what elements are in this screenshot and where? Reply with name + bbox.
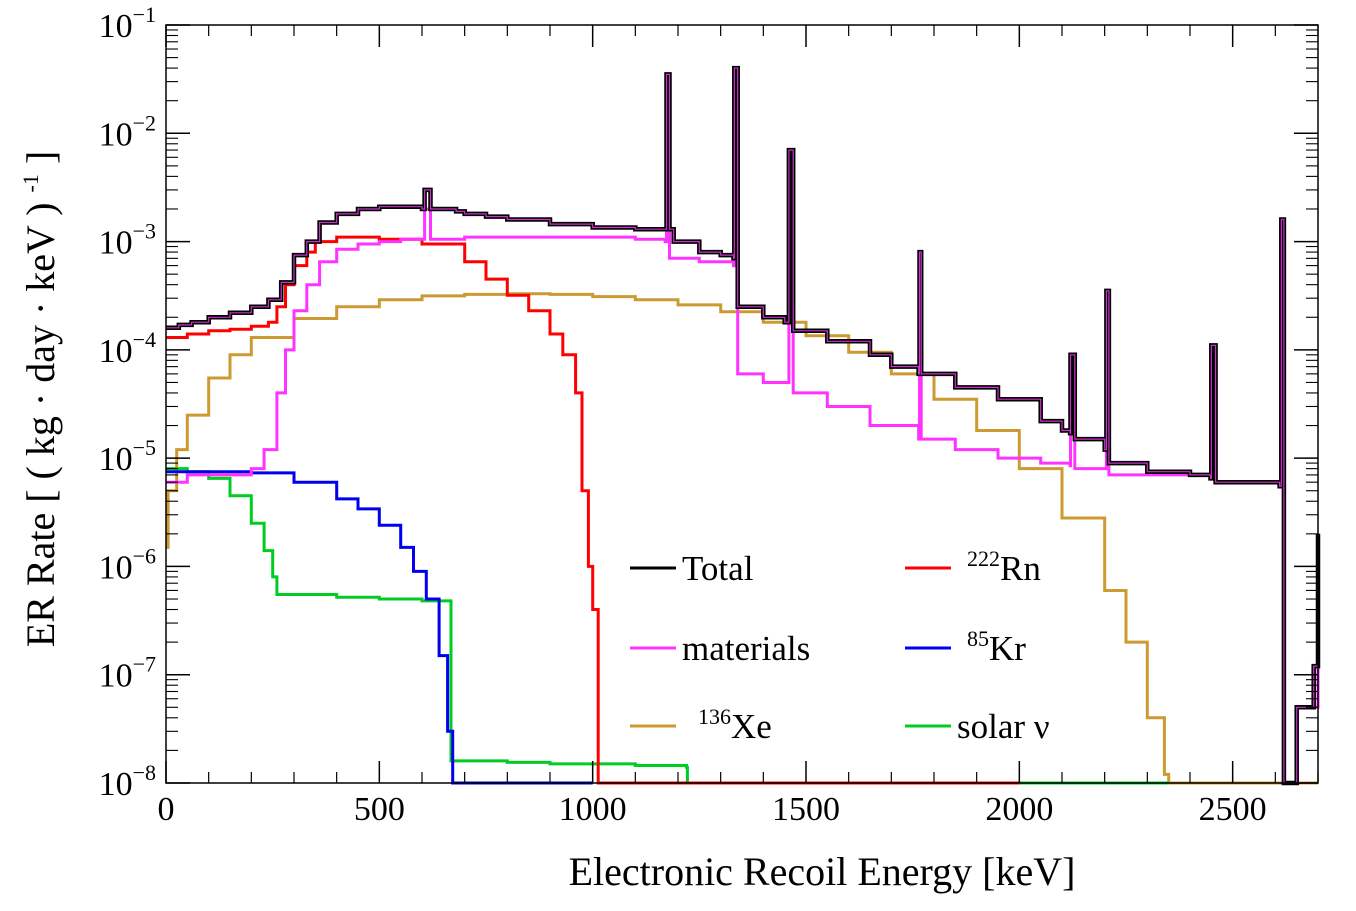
legend: Total 222Rn materials 85Kr 136Xe solar ν xyxy=(630,546,1050,746)
legend-label: 85Kr xyxy=(967,626,1026,668)
y-tick-label: 10−1 xyxy=(99,2,156,45)
y-axis: 10−8 10−7 10−6 10−5 10−4 10−3 10−2 10−1 xyxy=(99,2,1318,803)
series-line-solar-nu xyxy=(166,467,1169,785)
x-tick-label: 2000 xyxy=(985,791,1053,828)
x-tick-label: 500 xyxy=(354,791,405,828)
y-tick-label: 10−8 xyxy=(99,760,156,803)
series-layer xyxy=(166,65,1321,786)
legend-label: Total xyxy=(682,549,754,588)
legend-label: solar ν xyxy=(957,707,1050,746)
legend-label: 136Xe xyxy=(698,704,772,746)
x-tick-label: 1000 xyxy=(559,791,627,828)
x-axis-title: Electronic Recoil Energy [keV] xyxy=(569,849,1076,894)
y-tick-label: 10−4 xyxy=(99,327,156,370)
y-tick-label: 10−7 xyxy=(99,652,156,695)
series-line-total-inner xyxy=(166,67,1319,784)
legend-label: materials xyxy=(682,629,810,668)
plot-frame xyxy=(165,24,1319,784)
x-tick-label: 1500 xyxy=(772,791,840,828)
y-tick-label: 10−3 xyxy=(99,219,156,262)
y-tick-label: 10−6 xyxy=(99,543,156,586)
y-axis-title: ER Rate [ ( kg · day · keV ) -1 ] xyxy=(18,151,63,647)
legend-label: 222Rn xyxy=(967,546,1041,588)
minor-ticks xyxy=(208,25,1319,783)
series-line-136xe xyxy=(166,292,1318,785)
series-line-85kr xyxy=(166,470,593,785)
y-tick-label: 10−5 xyxy=(99,435,156,478)
x-axis: 0 500 1000 1500 2000 2500 xyxy=(158,25,1267,828)
y-tick-label: 10−2 xyxy=(99,110,156,153)
x-tick-label: 0 xyxy=(158,791,175,828)
x-tick-label: 2500 xyxy=(1199,791,1267,828)
